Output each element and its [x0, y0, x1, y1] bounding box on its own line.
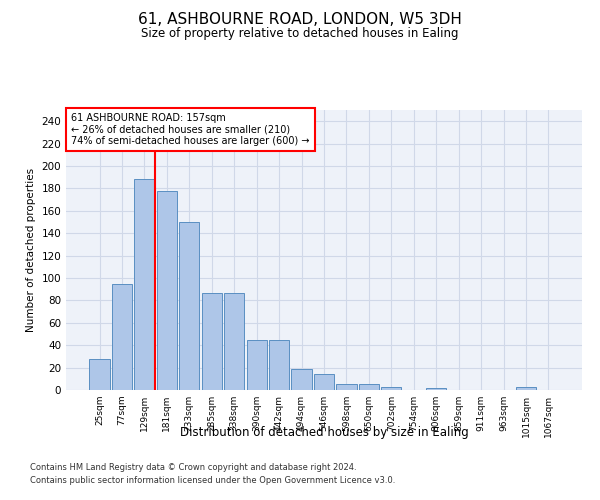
Bar	[134, 180, 155, 390]
Bar	[179, 222, 199, 390]
Y-axis label: Number of detached properties: Number of detached properties	[26, 168, 36, 332]
Bar	[359, 384, 379, 390]
Bar	[247, 340, 267, 390]
Bar	[89, 358, 110, 390]
Bar	[157, 190, 177, 390]
Text: 61, ASHBOURNE ROAD, LONDON, W5 3DH: 61, ASHBOURNE ROAD, LONDON, W5 3DH	[138, 12, 462, 28]
Bar	[516, 386, 536, 390]
Bar	[314, 374, 334, 390]
Text: Distribution of detached houses by size in Ealing: Distribution of detached houses by size …	[179, 426, 469, 439]
Text: Contains public sector information licensed under the Open Government Licence v3: Contains public sector information licen…	[30, 476, 395, 485]
Text: Size of property relative to detached houses in Ealing: Size of property relative to detached ho…	[141, 28, 459, 40]
Bar	[426, 388, 446, 390]
Bar	[112, 284, 132, 390]
Bar	[337, 384, 356, 390]
Text: Contains HM Land Registry data © Crown copyright and database right 2024.: Contains HM Land Registry data © Crown c…	[30, 464, 356, 472]
Bar	[381, 386, 401, 390]
Bar	[202, 292, 222, 390]
Bar	[224, 292, 244, 390]
Bar	[269, 340, 289, 390]
Text: 61 ASHBOURNE ROAD: 157sqm
← 26% of detached houses are smaller (210)
74% of semi: 61 ASHBOURNE ROAD: 157sqm ← 26% of detac…	[71, 113, 310, 146]
Bar	[292, 368, 311, 390]
